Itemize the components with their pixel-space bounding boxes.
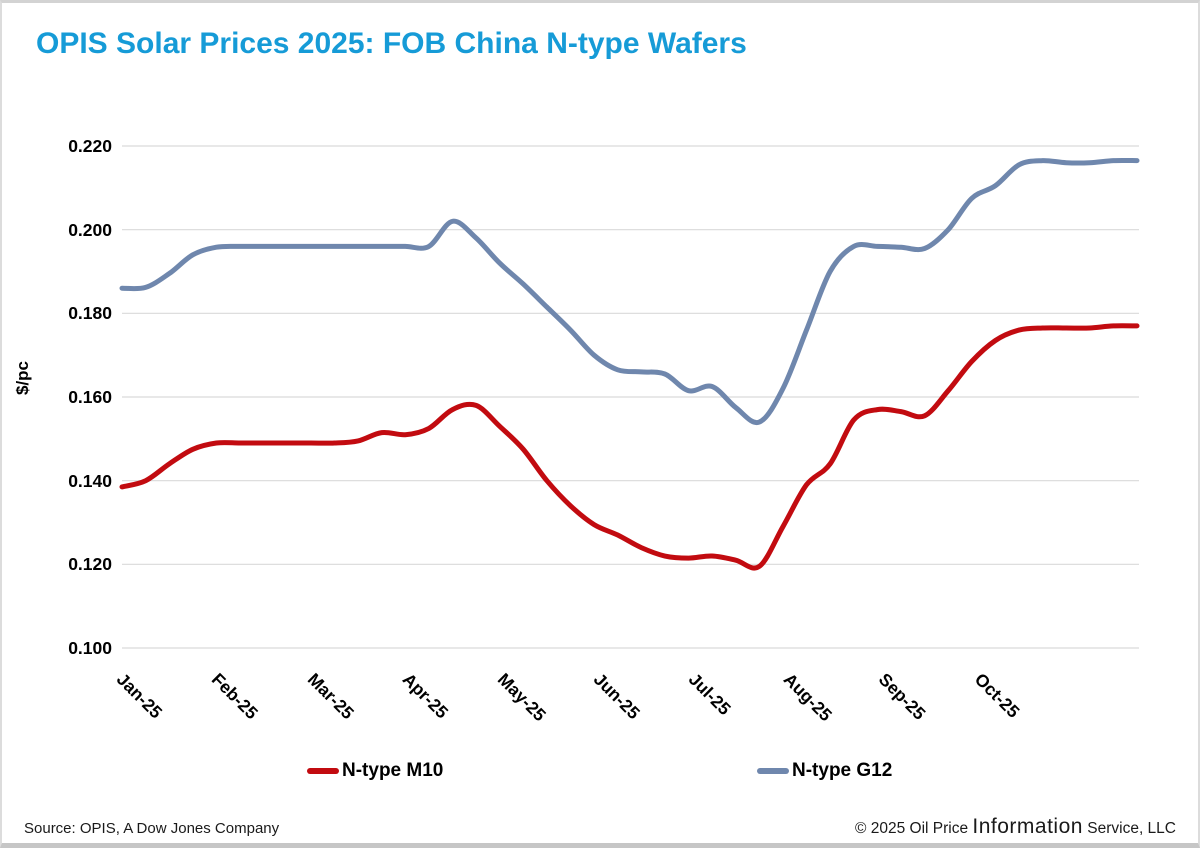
legend-label-m10: N-type M10 xyxy=(342,760,444,781)
y-axis-title: $/pc xyxy=(13,360,32,396)
y-tick-label: 0.220 xyxy=(68,136,112,156)
legend-item-m10: N-type M10 xyxy=(307,760,444,781)
copyright-notice: © 2025 Oil Price Information Service, LL… xyxy=(855,815,1176,839)
copyright-suffix: Service, LLC xyxy=(1082,820,1176,837)
opis-brand-wordmark: Information xyxy=(972,815,1083,838)
m10-line-swatch-icon xyxy=(307,768,339,774)
g12-line-swatch-icon xyxy=(757,768,789,774)
series-line-n-type-m10 xyxy=(119,323,1140,571)
chart-title: OPIS Solar Prices 2025: FOB China N-type… xyxy=(36,27,747,60)
legend-item-g12: N-type G12 xyxy=(757,760,893,781)
y-tick-label: 0.200 xyxy=(68,219,112,240)
source-attribution: Source: OPIS, A Dow Jones Company xyxy=(24,820,280,837)
y-tick-label: 0.160 xyxy=(68,387,112,407)
plot-area xyxy=(119,145,1140,649)
y-tick-label: 0.100 xyxy=(68,638,112,658)
y-tick-label: 0.140 xyxy=(68,470,112,491)
copyright-prefix: © 2025 Oil Price xyxy=(855,820,973,837)
y-tick-label: 0.180 xyxy=(68,303,112,324)
legend-label-g12: N-type G12 xyxy=(792,760,893,781)
y-tick-label: 0.120 xyxy=(68,554,112,575)
series-line-n-type-g12 xyxy=(119,157,1140,426)
